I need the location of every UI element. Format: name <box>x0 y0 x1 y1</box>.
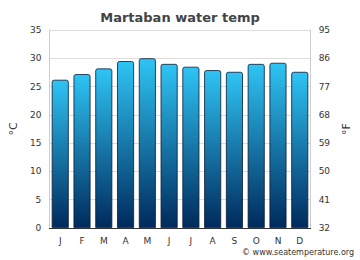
svg-text:J: J <box>167 236 171 246</box>
svg-text:F: F <box>79 236 84 246</box>
svg-text:25: 25 <box>30 82 41 92</box>
svg-text:M: M <box>100 236 108 246</box>
svg-text:10: 10 <box>30 166 42 176</box>
svg-text:68: 68 <box>319 110 331 120</box>
svg-text:°F: °F <box>340 123 353 135</box>
svg-text:32: 32 <box>319 223 330 233</box>
svg-text:41: 41 <box>319 195 330 205</box>
svg-text:35: 35 <box>30 25 41 35</box>
svg-text:°C: °C <box>7 122 20 136</box>
svg-text:A: A <box>122 236 129 246</box>
svg-text:59: 59 <box>319 138 331 148</box>
svg-text:M: M <box>143 236 151 246</box>
svg-text:5: 5 <box>36 195 42 205</box>
svg-text:15: 15 <box>30 138 41 148</box>
svg-text:A: A <box>210 236 217 246</box>
svg-text:N: N <box>275 236 282 246</box>
svg-text:D: D <box>296 236 303 246</box>
svg-text:50: 50 <box>319 166 331 176</box>
svg-text:© www.seatemperature.org: © www.seatemperature.org <box>242 248 354 257</box>
svg-text:0: 0 <box>36 223 42 233</box>
svg-text:77: 77 <box>319 82 330 92</box>
svg-text:O: O <box>253 236 260 246</box>
svg-text:J: J <box>58 236 62 246</box>
svg-text:J: J <box>189 236 193 246</box>
svg-text:95: 95 <box>319 25 330 35</box>
svg-text:30: 30 <box>30 53 42 63</box>
svg-text:20: 20 <box>30 110 42 120</box>
svg-text:86: 86 <box>319 53 331 63</box>
svg-text:S: S <box>232 236 238 246</box>
svg-text:Martaban water temp: Martaban water temp <box>100 10 260 25</box>
